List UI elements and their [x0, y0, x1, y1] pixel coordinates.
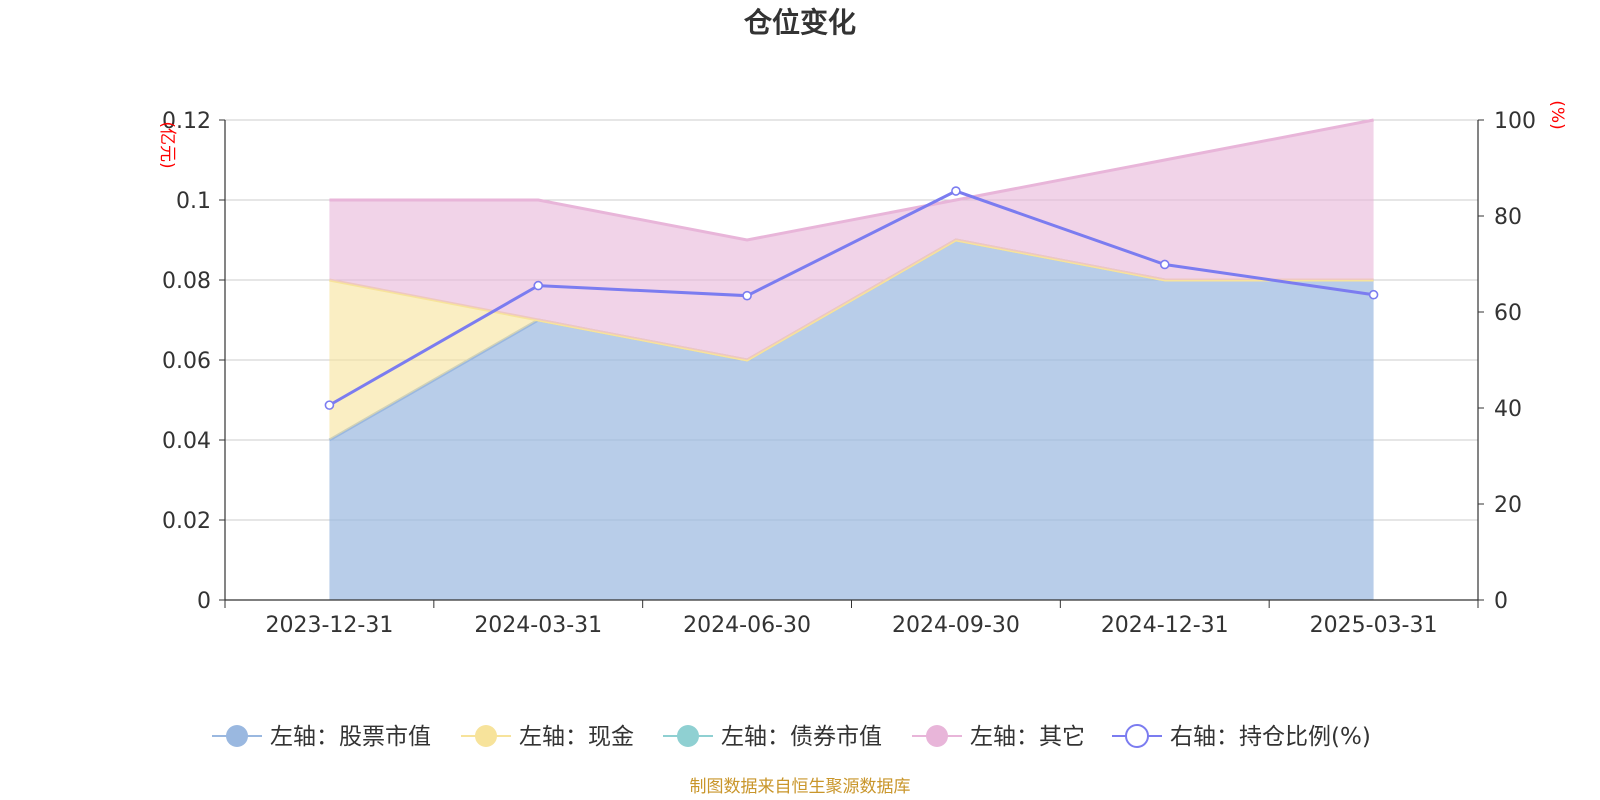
line-point	[533, 280, 544, 291]
legend-swatch-marker	[1125, 724, 1149, 748]
x-tick-label: 2024-12-31	[1101, 613, 1229, 638]
axes: 0 0.02 0.04 0.06 0.08 0.1 0.12 0 20 40 60 80 100 2023…	[162, 109, 1536, 638]
line-右轴：持仓比例(%)	[328, 189, 1374, 407]
legend-item: 左轴：现金	[461, 724, 634, 750]
line-point	[742, 290, 752, 301]
left-tick-label: 0.08	[162, 269, 211, 294]
chart-title: 仓位变化	[744, 6, 856, 39]
x-tick-label: 2024-03-31	[474, 613, 602, 638]
area-左轴：其它	[329, 120, 1374, 360]
right-tick-label: 100	[1494, 109, 1536, 134]
line-point	[324, 400, 335, 410]
right-tick-label: 40	[1494, 397, 1522, 422]
legend-swatch-marker	[475, 725, 497, 747]
legend-item: 左轴：股票市值	[212, 724, 431, 750]
left-tick-label: 0.06	[162, 349, 211, 374]
left-axis-unit: (亿元)	[157, 121, 177, 168]
legend-item: 左轴：债券市值	[663, 724, 882, 750]
x-tick-label: 2024-09-30	[892, 613, 1020, 638]
left-tick-label: 0.12	[162, 109, 211, 134]
left-tick-label: 0.04	[162, 429, 211, 454]
legend-swatch-marker	[926, 725, 948, 747]
left-tick-label: 0.1	[176, 189, 211, 214]
x-tick-label: 2024-06-30	[683, 613, 811, 638]
legend-swatch-marker	[226, 725, 248, 747]
area-edge-左轴：其它	[329, 118, 1374, 242]
legend-label: 左轴：债券市值	[721, 724, 882, 750]
right-tick-label: 80	[1494, 205, 1522, 230]
right-axis-unit: (%)	[1547, 100, 1567, 129]
area-series	[328, 118, 1374, 600]
left-tick-label: 0.02	[162, 509, 211, 534]
legend-label: 左轴：股票市值	[270, 724, 431, 750]
x-tick-label: 2023-12-31	[265, 613, 393, 638]
x-tick-label: 2025-03-31	[1310, 613, 1438, 638]
right-tick-label: 20	[1494, 493, 1522, 518]
legend-label: 左轴：其它	[970, 724, 1085, 750]
legend-item: 右轴：持仓比例(%)	[1112, 724, 1371, 750]
line-point	[951, 186, 961, 196]
line-point	[1159, 259, 1170, 270]
area-左轴：股票市值	[329, 240, 1374, 600]
legend-label: 右轴：持仓比例(%)	[1170, 724, 1371, 750]
legend-swatch-marker	[677, 725, 699, 747]
legend: 左轴：股票市值 左轴：现金 左轴：债券市值 左轴：其它 右轴：持仓比例(%)	[212, 724, 1371, 750]
legend-label: 左轴：现金	[519, 724, 634, 750]
right-tick-label: 0	[1494, 589, 1508, 614]
line-point	[1368, 289, 1379, 300]
source-note: 制图数据来自恒生聚源数据库	[690, 777, 911, 797]
right-tick-label: 60	[1494, 301, 1522, 326]
legend-item: 左轴：其它	[912, 724, 1085, 750]
line-series	[324, 186, 1379, 410]
left-tick-label: 0	[197, 589, 211, 614]
